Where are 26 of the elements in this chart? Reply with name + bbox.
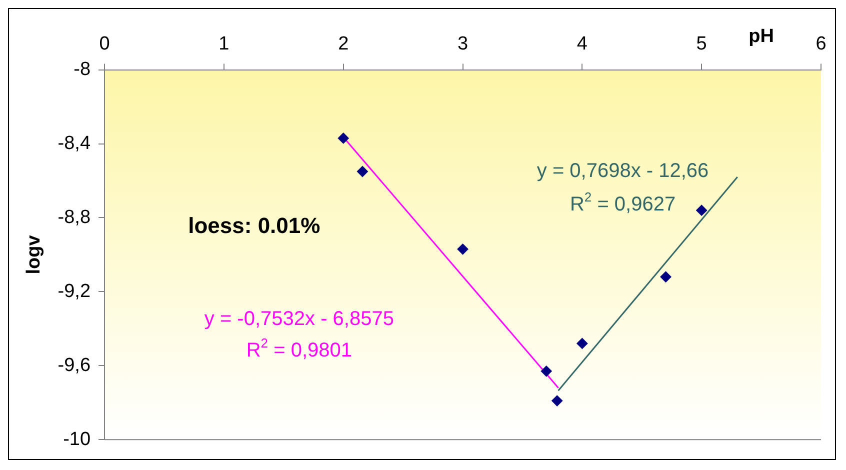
- point: [552, 395, 563, 406]
- y-tick-label: -10: [63, 428, 91, 450]
- point: [457, 244, 468, 255]
- x-axis-title: pH: [748, 26, 774, 48]
- x-tick-label: 4: [576, 34, 588, 55]
- y-tick-label: -8,4: [58, 132, 91, 154]
- annotation: y = -0,7532x - 6,8575: [204, 308, 394, 330]
- x-tick-label: 2: [338, 34, 349, 55]
- point: [576, 338, 588, 349]
- point: [540, 366, 552, 377]
- y-tick-label: -9,6: [58, 354, 91, 376]
- point: [696, 204, 708, 216]
- point: [338, 132, 349, 144]
- y-tick-label: -8: [74, 59, 91, 80]
- point: [660, 271, 672, 282]
- y-axis-title: logv: [24, 234, 45, 274]
- annotation: y = 0,7698x - 12,66: [536, 160, 709, 182]
- x-tick-label: 3: [457, 34, 468, 55]
- y-tick-label: -9,2: [58, 280, 91, 302]
- x-tick-label: 1: [218, 34, 230, 55]
- point: [356, 166, 368, 177]
- y-tick-label: -8,8: [58, 206, 91, 228]
- x-tick-label: 0: [99, 34, 110, 55]
- annotation: loess: 0.01%: [188, 213, 320, 238]
- x-tick-label: 6: [816, 34, 826, 55]
- x-tick-label: 5: [696, 34, 707, 55]
